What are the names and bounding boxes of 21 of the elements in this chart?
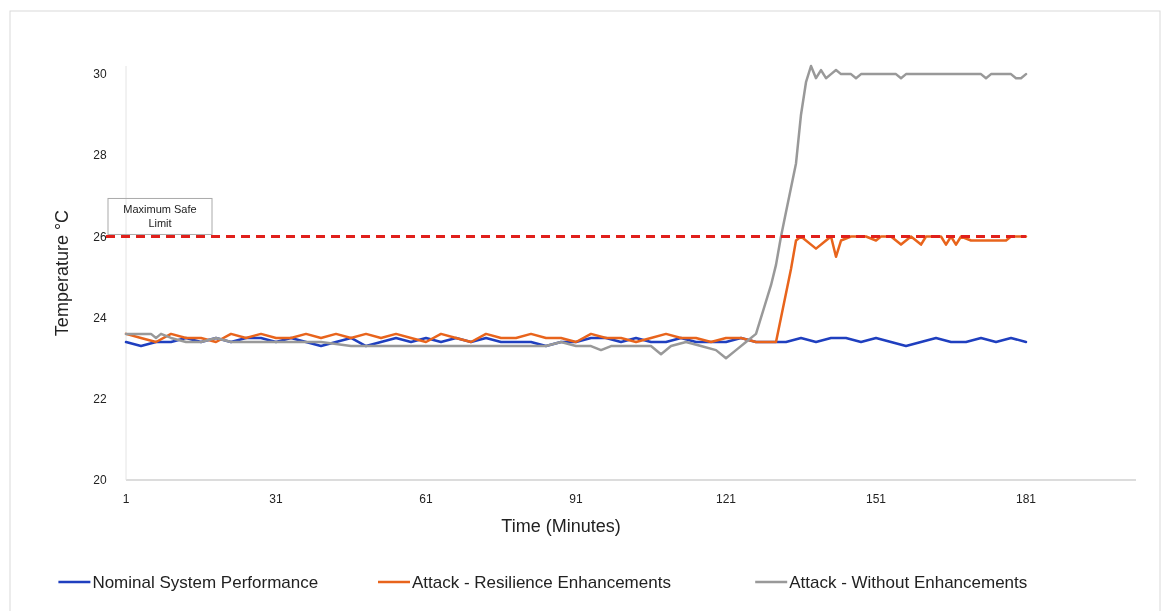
legend-label: Attack - Without Enhancements <box>789 573 1028 592</box>
x-tick-label: 91 <box>569 492 583 506</box>
ref-line-label: Maximum Safe Limit <box>122 202 198 231</box>
line-series <box>124 64 1028 360</box>
line-series <box>124 235 1028 344</box>
y-tick-label: 20 <box>93 473 107 488</box>
x-tick-label: 121 <box>715 492 737 506</box>
y-tick-label: 22 <box>93 392 107 407</box>
x-tick-label: 151 <box>865 492 887 506</box>
x-axis-title: Time (Minutes) <box>501 516 621 536</box>
y-tick-label: 26 <box>93 229 107 244</box>
y-tick-label: 30 <box>93 67 107 82</box>
x-tick-label: 31 <box>269 492 283 506</box>
y-tick-label: 24 <box>93 310 107 325</box>
legend-label: Attack - Resilience Enhancements <box>412 573 671 592</box>
x-tick-label: 61 <box>419 492 433 506</box>
y-axis-title: Temperature °C <box>52 209 72 337</box>
y-tick-label: 28 <box>93 148 107 163</box>
legend-label: Nominal System Performance <box>92 573 319 592</box>
x-tick-label: 181 <box>1015 492 1037 506</box>
x-tick-label: 1 <box>122 492 130 506</box>
